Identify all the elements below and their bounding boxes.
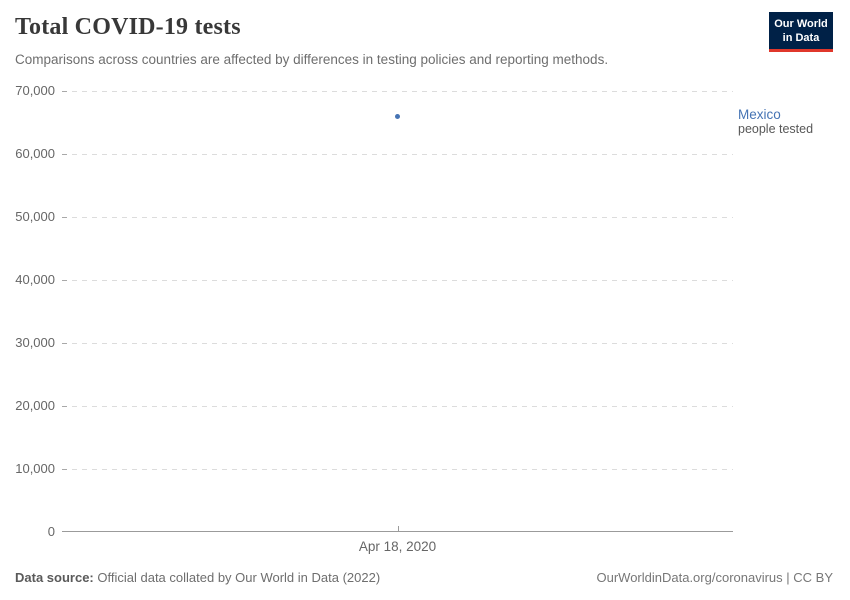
y-tick-label-60000: 60,000 — [15, 146, 55, 161]
x-axis-line — [62, 531, 733, 532]
gridline-y-60000 — [62, 154, 733, 155]
y-tick-label-40000: 40,000 — [15, 272, 55, 287]
y-axis-tick — [62, 343, 67, 344]
plot-area: 0 10,000 20,000 30,000 40,000 50,000 60,000 70,… — [15, 83, 733, 554]
data-source-prefix: Data source: — [15, 570, 98, 585]
owid-logo-line2: in Data — [782, 31, 820, 44]
y-tick-label-50000: 50,000 — [15, 209, 55, 224]
y-axis-tick — [62, 406, 67, 407]
y-tick-label-30000: 30,000 — [15, 335, 55, 350]
gridline-y-40000 — [62, 280, 733, 281]
chart-subtitle: Comparisons across countries are affecte… — [15, 52, 609, 67]
data-source-note: Data source: Official data collated by O… — [15, 570, 380, 585]
gridline-y-70000 — [62, 91, 733, 92]
credit-link[interactable]: OurWorldinData.org/coronavirus | CC BY — [596, 570, 833, 585]
y-axis-tick — [62, 280, 67, 281]
y-axis-tick — [62, 217, 67, 218]
y-tick-label-20000: 20,000 — [15, 398, 55, 413]
owid-logo-line1: Our World — [774, 18, 828, 30]
data-point-mexico[interactable] — [395, 113, 400, 119]
y-axis-tick — [62, 469, 67, 470]
owid-logo[interactable]: Our World in Data — [769, 12, 833, 52]
y-tick-label-0: 0 — [47, 524, 55, 539]
y-axis-tick — [62, 91, 67, 92]
series-entity-sublabel: people tested — [738, 122, 814, 136]
data-source-text: Official data collated by Our World in D… — [97, 570, 381, 585]
gridline-y-50000 — [62, 217, 733, 218]
x-tick-label: Apr 18, 2020 — [358, 539, 437, 554]
series-entity-name[interactable]: Mexico — [738, 107, 781, 122]
gridline-y-30000 — [62, 343, 733, 344]
x-axis-tick — [397, 526, 399, 531]
y-axis-tick — [62, 154, 67, 155]
series-entity-label: Mexico people tested — [738, 107, 813, 137]
y-tick-label-70000: 70,000 — [15, 83, 55, 98]
gridline-y-10000 — [62, 469, 733, 470]
y-tick-label-10000: 10,000 — [15, 461, 55, 476]
gridline-y-20000 — [62, 406, 733, 407]
chart-title: Total COVID-19 tests — [15, 14, 241, 40]
